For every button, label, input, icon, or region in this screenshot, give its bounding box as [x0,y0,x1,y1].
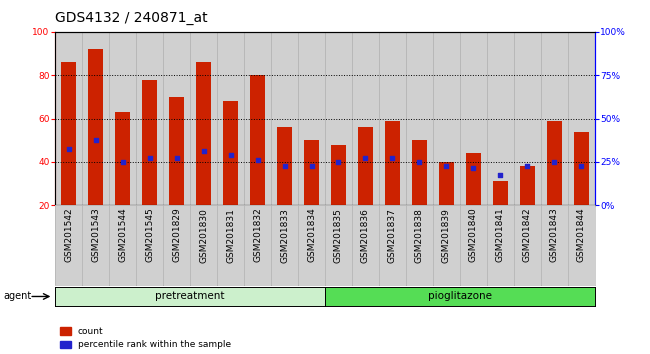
Text: GSM201836: GSM201836 [361,208,370,263]
Text: GDS4132 / 240871_at: GDS4132 / 240871_at [55,11,208,25]
Bar [223,101,238,205]
Point [118,159,128,165]
Point [441,164,452,169]
Bar [82,32,109,205]
Text: GSM201542: GSM201542 [64,208,73,262]
Bar [358,127,373,205]
Point [360,155,370,160]
Bar [406,32,433,205]
Text: GSM201829: GSM201829 [172,208,181,262]
Bar [385,121,400,205]
Text: GSM201833: GSM201833 [280,208,289,263]
Text: GSM201545: GSM201545 [145,208,154,262]
Bar [115,112,130,205]
Bar [520,166,535,205]
Point [226,153,236,158]
Bar [169,97,184,205]
Bar [250,75,265,205]
Text: GSM201838: GSM201838 [415,208,424,263]
Bar [271,32,298,205]
Text: GSM201834: GSM201834 [307,208,316,262]
Text: pretreatment: pretreatment [155,291,225,302]
Bar [325,32,352,205]
Bar [163,32,190,205]
Bar [433,32,460,205]
Text: GSM201841: GSM201841 [496,208,505,262]
Bar [574,132,589,205]
Text: GSM201830: GSM201830 [199,208,208,263]
Text: pioglitazone: pioglitazone [428,291,492,302]
Bar [541,32,568,205]
Text: GSM201544: GSM201544 [118,208,127,262]
Bar [136,32,163,205]
Bar [304,140,319,205]
Point [306,164,317,169]
Bar [331,144,346,205]
Text: GSM201839: GSM201839 [442,208,451,263]
Bar [439,162,454,205]
Point [172,155,182,160]
Point [90,137,101,143]
Point [387,155,398,160]
Bar [412,140,427,205]
Point [576,164,586,169]
Bar [547,121,562,205]
Point [64,146,74,152]
Point [414,159,424,165]
Bar [493,182,508,205]
Text: GSM201842: GSM201842 [523,208,532,262]
Text: GSM201843: GSM201843 [550,208,559,262]
Bar [379,32,406,205]
Point [468,166,478,171]
Bar [196,62,211,205]
Bar [352,32,379,205]
Bar [61,62,76,205]
Point [144,155,155,160]
Bar [466,153,481,205]
Bar [460,32,487,205]
Text: GSM201844: GSM201844 [577,208,586,262]
Bar [568,32,595,205]
Point [198,148,209,154]
Text: GSM201837: GSM201837 [388,208,397,263]
Bar [298,32,325,205]
Legend: count, percentile rank within the sample: count, percentile rank within the sample [60,327,231,349]
Text: GSM201835: GSM201835 [334,208,343,263]
Text: GSM201832: GSM201832 [253,208,262,262]
Point [549,159,560,165]
Text: GSM201840: GSM201840 [469,208,478,262]
Text: agent: agent [3,291,31,302]
Bar [514,32,541,205]
Text: GSM201831: GSM201831 [226,208,235,263]
Bar [217,32,244,205]
Bar [277,127,292,205]
Bar [142,80,157,205]
Bar [88,49,103,205]
Point [280,164,290,169]
Point [252,157,263,162]
Bar [55,32,83,205]
Point [333,159,344,165]
Bar [487,32,514,205]
Text: GSM201543: GSM201543 [91,208,100,262]
Bar [190,32,217,205]
Bar [109,32,136,205]
Bar [244,32,271,205]
Point [522,164,532,169]
Point [495,172,506,178]
